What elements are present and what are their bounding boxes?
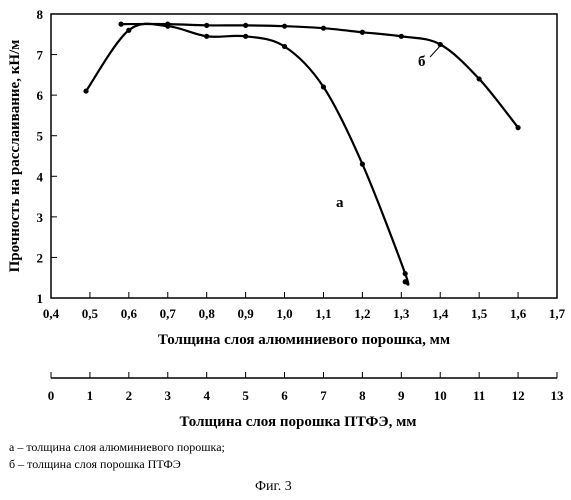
data-point-b — [477, 76, 482, 81]
x-tick-label: 0,7 — [160, 306, 177, 321]
legend-line-b: б – толщина слоя порошка ПТФЭ — [9, 457, 181, 472]
x2-tick-label: 0 — [48, 388, 55, 403]
data-point-b — [204, 23, 209, 28]
x2-tick-label: 7 — [320, 388, 327, 403]
x2-tick-label: 9 — [398, 388, 405, 403]
data-point-b — [321, 26, 326, 31]
y-tick-label: 3 — [37, 210, 44, 225]
data-point-a — [282, 44, 287, 49]
x-tick-label: 0,9 — [237, 306, 254, 321]
x2-tick-label: 4 — [203, 388, 210, 403]
y-tick-label: 7 — [37, 48, 44, 63]
x-tick-label: 1,4 — [432, 306, 449, 321]
data-point-a — [403, 279, 408, 284]
x2-tick-label: 5 — [242, 388, 249, 403]
x-tick-label: 1,0 — [276, 306, 292, 321]
y-axis-title: Прочность на расслаивание, кН/м — [7, 40, 23, 273]
x2-tick-label: 3 — [165, 388, 172, 403]
x2-tick-label: 2 — [126, 388, 133, 403]
x2-tick-label: 13 — [551, 388, 565, 403]
x-tick-label: 1,3 — [393, 306, 410, 321]
x2-tick-label: 10 — [434, 388, 447, 403]
x-tick-label: 0,6 — [121, 306, 138, 321]
data-point-b — [399, 34, 404, 39]
legend-line-a: а – толщина слоя алюминиевого порошка; — [9, 440, 225, 455]
x-tick-label: 1,6 — [510, 306, 527, 321]
x2-tick-label: 1 — [87, 388, 94, 403]
x2-tick-label: 8 — [359, 388, 366, 403]
x-tick-label: 0,8 — [199, 306, 216, 321]
y-tick-label: 6 — [37, 88, 44, 103]
curve-label-a: а — [336, 195, 344, 211]
data-point-a — [360, 162, 365, 167]
data-point-b — [360, 30, 365, 35]
data-point-b — [515, 125, 520, 130]
x-tick-label: 1,5 — [471, 306, 488, 321]
data-point-a — [126, 28, 131, 33]
series-group — [83, 22, 520, 285]
data-point-a — [403, 271, 408, 276]
y-axis: 1 2 3 4 5 6 7 8 — [37, 7, 58, 306]
x2-tick-label: 6 — [281, 388, 288, 403]
series-line-a — [86, 24, 408, 285]
x-axis-title: Толщина слоя алюминиевого порошка, мм — [158, 332, 450, 348]
x-tick-label: 0,5 — [82, 306, 99, 321]
x-tick-label: 1,1 — [315, 306, 331, 321]
x-tick-label: 1,7 — [549, 306, 566, 321]
x-axis-2-title: Толщина слоя порошка ПТФЭ, мм — [179, 414, 416, 430]
plot-frame — [51, 14, 557, 298]
data-point-a — [321, 84, 326, 89]
y-tick-label: 4 — [37, 169, 44, 184]
figure-caption: Фиг. 3 — [255, 479, 292, 495]
data-point-b — [118, 22, 123, 27]
curve-label-b-leader — [430, 45, 441, 57]
series-line-b — [121, 24, 518, 128]
y-tick-label: 2 — [37, 250, 44, 265]
x-axis-2: 012345678910111213 — [48, 372, 564, 403]
data-point-a — [83, 88, 88, 93]
data-point-a — [204, 34, 209, 39]
x-tick-label: 1,2 — [354, 306, 370, 321]
x-tick-label: 0,4 — [43, 306, 60, 321]
x-axis: 0,4 0,5 0,6 0,7 0,8 0,9 1,0 1,1 1,2 1,3 1,4 1,5 1,6 1… — [43, 292, 566, 321]
y-tick-label: 8 — [37, 7, 44, 22]
curve-label-b: б — [418, 54, 426, 70]
data-point-b — [282, 24, 287, 29]
x2-tick-label: 12 — [512, 388, 525, 403]
data-point-b — [165, 22, 170, 27]
x2-tick-label: 11 — [473, 388, 485, 403]
y-tick-label: 5 — [37, 129, 44, 144]
data-point-b — [243, 23, 248, 28]
data-point-a — [243, 34, 248, 39]
y-tick-label: 1 — [37, 291, 44, 306]
